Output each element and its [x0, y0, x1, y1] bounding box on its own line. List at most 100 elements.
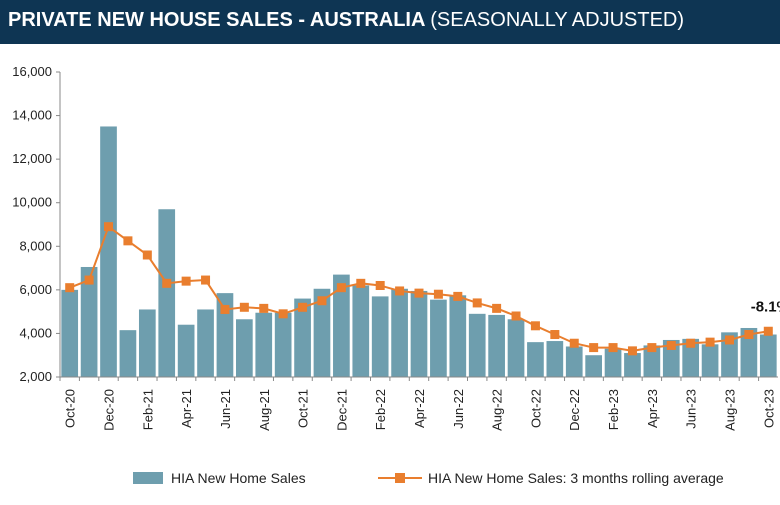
- line-marker: [569, 338, 579, 348]
- chart-header: PRIVATE NEW HOUSE SALES - AUSTRALIA (SEA…: [0, 0, 780, 44]
- bar: [138, 309, 156, 377]
- y-tick-label: 2,000: [19, 369, 52, 384]
- legend-bar-label: HIA New Home Sales: [171, 470, 306, 486]
- line-marker: [453, 291, 463, 301]
- bar: [682, 338, 700, 377]
- line-marker: [530, 321, 540, 331]
- bar: [624, 353, 641, 377]
- line-series: [65, 222, 773, 356]
- bar: [546, 341, 564, 377]
- line-marker: [705, 337, 715, 347]
- chart-area: 2,000 4,000 6,000 8,000 10,000 12,000 14,000 16…: [0, 44, 780, 500]
- x-tick-label: Apr-22: [412, 389, 427, 428]
- bar: [488, 314, 505, 377]
- bar: [352, 285, 370, 377]
- bar: [410, 290, 428, 377]
- line-marker: [142, 250, 152, 260]
- x-tick-label: Oct-20: [63, 389, 78, 428]
- x-tick-label: Oct-21: [296, 389, 311, 428]
- y-tick-label: 6,000: [19, 282, 52, 297]
- bar: [371, 296, 389, 377]
- chart-title-main: PRIVATE NEW HOUSE SALES - AUSTRALIA: [8, 9, 425, 31]
- bar: [158, 209, 176, 377]
- line-marker: [317, 296, 327, 306]
- bar: [255, 312, 273, 377]
- line-marker: [356, 278, 366, 288]
- line-marker: [220, 304, 230, 314]
- x-tick-label: Dec-20: [102, 389, 117, 431]
- bar: [236, 319, 253, 377]
- change-annotation: -8.1%: [751, 298, 780, 315]
- line-marker: [395, 286, 405, 296]
- sales-chart: 2,000 4,000 6,000 8,000 10,000 12,000 14,000 16…: [12, 64, 780, 486]
- y-axis: 2,000 4,000 6,000 8,000 10,000 12,000 14,000 16…: [12, 64, 61, 384]
- line-marker: [608, 343, 618, 353]
- x-tick-label: Oct-22: [528, 389, 543, 428]
- y-tick-label: 16,000: [12, 64, 52, 79]
- line-marker: [686, 338, 696, 348]
- bar: [61, 289, 79, 377]
- x-tick-label: Oct-23: [761, 389, 776, 428]
- x-tick-label: Jun-22: [451, 389, 466, 429]
- y-tick-label: 10,000: [12, 195, 52, 210]
- line-marker: [65, 283, 75, 293]
- line-marker: [511, 311, 521, 321]
- line-marker: [666, 340, 676, 350]
- x-tick-label: Apr-21: [179, 389, 194, 428]
- line-marker: [433, 289, 443, 299]
- bar: [759, 334, 777, 377]
- line-marker: [123, 236, 133, 246]
- x-tick-label: Aug-21: [257, 389, 272, 431]
- bar: [643, 345, 661, 377]
- annotation-layer: -8.1%: [751, 298, 780, 315]
- line-marker: [414, 288, 424, 298]
- line-marker: [239, 302, 249, 312]
- chart-subtitle: (SEASONALLY ADJUSTED): [430, 9, 685, 31]
- bar: [177, 324, 195, 377]
- y-tick-label: 14,000: [12, 108, 52, 123]
- line-marker: [162, 278, 172, 288]
- x-tick-label: Aug-22: [490, 389, 505, 431]
- line-marker: [278, 309, 288, 319]
- line-marker: [589, 343, 599, 353]
- y-tick-label: 4,000: [19, 325, 52, 340]
- line-marker: [744, 330, 754, 340]
- line-marker: [84, 275, 94, 285]
- bar: [701, 344, 719, 377]
- x-axis: Oct-20 Dec-20 Feb-21 Apr-21 Jun-21 Aug-21 Oct-…: [59, 376, 778, 431]
- chart-title: PRIVATE NEW HOUSE SALES - AUSTRALIA (SEA…: [8, 9, 684, 32]
- legend: HIA New Home Sales HIA New Home Sales: 3 …: [133, 470, 724, 486]
- bar: [333, 274, 350, 377]
- bar: [604, 348, 622, 377]
- bar: [449, 295, 467, 377]
- bar: [468, 313, 486, 377]
- bar: [119, 330, 137, 377]
- bar: [527, 342, 544, 377]
- bar: [274, 312, 292, 377]
- line-marker: [550, 330, 560, 340]
- line-marker: [298, 302, 308, 312]
- bar: [565, 346, 583, 377]
- bar: [197, 309, 214, 377]
- x-tick-label: Dec-21: [334, 389, 349, 431]
- legend-line-marker: [395, 473, 405, 483]
- line-marker: [724, 335, 734, 345]
- x-tick-label: Jun-23: [684, 389, 699, 429]
- line-marker: [627, 346, 637, 356]
- line-marker: [492, 303, 502, 313]
- bar: [294, 298, 311, 377]
- bar: [100, 126, 117, 377]
- line-marker: [472, 298, 482, 308]
- line-marker: [259, 303, 269, 313]
- bar: [216, 293, 234, 377]
- legend-line-label: HIA New Home Sales: 3 months rolling ave…: [428, 470, 724, 486]
- y-tick-label: 8,000: [19, 238, 52, 253]
- line-marker: [763, 326, 773, 336]
- y-tick-label: 12,000: [12, 151, 52, 166]
- line-marker: [647, 343, 657, 353]
- bar: [585, 355, 602, 377]
- legend-bar-swatch: [133, 472, 163, 484]
- bar: [740, 327, 758, 377]
- line-marker: [104, 222, 114, 232]
- bar: [313, 288, 331, 377]
